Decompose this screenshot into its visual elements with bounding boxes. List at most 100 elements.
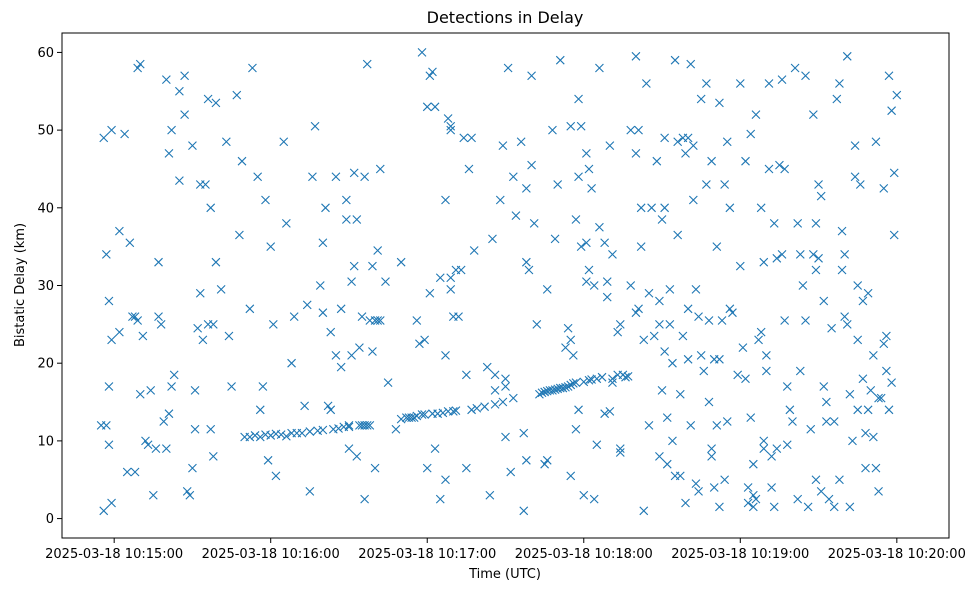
data-point (383, 378, 393, 388)
data-point (555, 55, 565, 65)
data-point (772, 253, 782, 263)
data-point (482, 362, 492, 372)
data-point (566, 335, 576, 345)
data-point (508, 172, 518, 182)
data-point (141, 436, 150, 446)
data-point (722, 417, 732, 426)
data-point (816, 191, 826, 201)
data-point (276, 430, 286, 440)
data-point (412, 316, 422, 325)
data-point (107, 498, 116, 508)
data-point (435, 273, 445, 283)
data-point (138, 331, 148, 341)
data-point (879, 183, 889, 193)
data-point (568, 379, 578, 388)
data-point (748, 459, 758, 469)
data-point (657, 215, 667, 224)
data-point (837, 265, 847, 275)
data-point (266, 431, 276, 440)
data-point (675, 389, 685, 399)
data-point (180, 110, 190, 119)
data-point (634, 304, 643, 314)
data-point (488, 234, 497, 244)
data-point (349, 261, 359, 271)
data-point (417, 48, 427, 57)
data-point (814, 180, 823, 189)
data-point (396, 257, 406, 267)
data-point (263, 455, 273, 465)
data-point (696, 94, 706, 104)
x-tick-label: 2025-03-18 10:16:00 (202, 547, 340, 562)
data-point (563, 323, 573, 333)
data-point (861, 463, 870, 473)
data-point (636, 203, 646, 213)
data-point (101, 250, 111, 259)
data-point (519, 428, 529, 438)
data-point (125, 238, 135, 248)
data-point (441, 351, 450, 360)
data-point (660, 203, 670, 213)
y-axis: 0 10 20 30 40 50 60 (37, 46, 62, 527)
data-point (639, 335, 649, 345)
y-tick-label: 40 (37, 201, 54, 216)
data-point (266, 242, 276, 252)
data-point (746, 413, 756, 422)
y-tick-label: 20 (37, 357, 54, 372)
data-point (318, 238, 328, 248)
data-point (425, 288, 435, 298)
data-point (579, 490, 589, 500)
data-point (357, 312, 367, 321)
data-point (159, 417, 169, 426)
data-point (415, 339, 424, 349)
data-point (167, 382, 176, 391)
data-point (756, 327, 766, 337)
data-point (161, 75, 171, 85)
data-point (722, 137, 732, 147)
data-point (626, 281, 636, 290)
data-point (657, 385, 667, 395)
y-tick-label: 60 (37, 46, 54, 61)
data-point (133, 63, 143, 73)
data-point (323, 401, 333, 411)
data-point (581, 149, 591, 158)
data-point (188, 141, 197, 151)
data-point (161, 444, 171, 454)
data-point (615, 448, 625, 457)
data-point (871, 137, 881, 147)
data-point (198, 335, 208, 345)
data-point (297, 428, 307, 438)
data-point (480, 402, 490, 412)
data-point (349, 168, 359, 178)
data-point (675, 471, 685, 481)
data-point (756, 203, 766, 213)
data-point (816, 486, 826, 496)
data-point (814, 253, 823, 263)
data-point (574, 94, 583, 104)
data-point (391, 424, 401, 434)
data-point (135, 389, 145, 399)
data-point (506, 467, 516, 477)
data-point (584, 375, 594, 385)
data-point (154, 257, 163, 267)
data-point (673, 230, 683, 240)
data-point (156, 319, 166, 329)
data-point (595, 63, 604, 73)
data-point (318, 425, 328, 435)
data-point (527, 71, 536, 81)
data-point (438, 408, 448, 418)
data-point (592, 440, 602, 450)
data-point (336, 304, 346, 314)
data-point (503, 63, 513, 73)
data-point (748, 502, 758, 512)
data-point (615, 319, 625, 329)
data-point (801, 71, 810, 81)
data-point (422, 463, 432, 473)
data-point (626, 125, 636, 135)
data-point (788, 417, 797, 426)
data-point (644, 288, 654, 298)
data-point (441, 195, 450, 205)
data-point (375, 164, 385, 174)
data-point (602, 292, 612, 302)
